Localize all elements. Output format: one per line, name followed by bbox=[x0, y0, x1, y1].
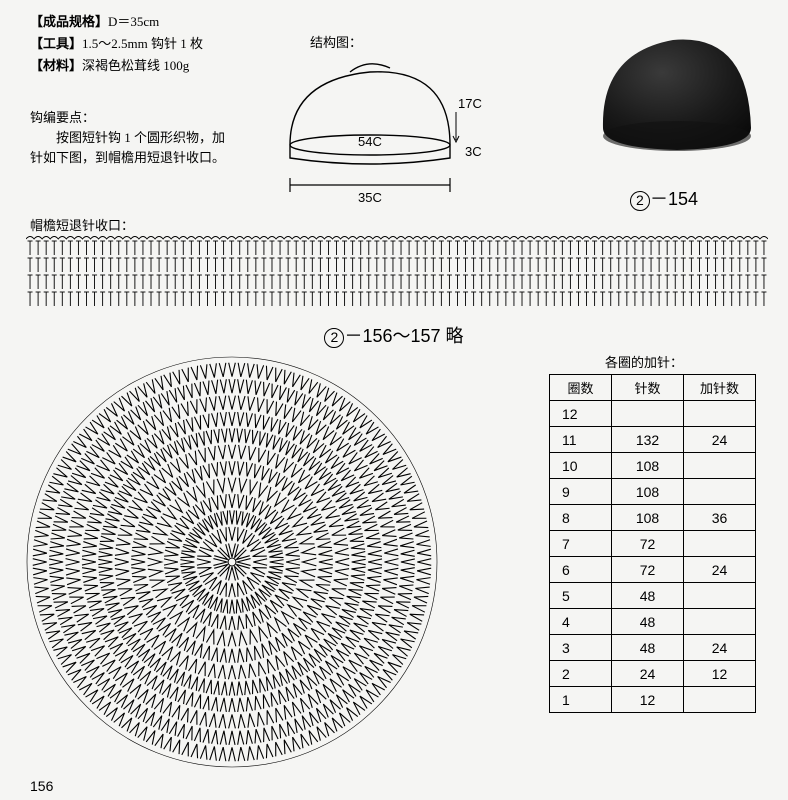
spec-tools: 【工具】1.5～2.5mm 钩针 1 枚 bbox=[30, 34, 203, 55]
increase-table: 圈数 针数 加针数 121113224101089108810836772672… bbox=[549, 374, 756, 713]
table-row: 810836 bbox=[550, 505, 756, 531]
cell-round: 11 bbox=[550, 427, 612, 453]
photo-ref-num: 2 bbox=[630, 191, 650, 211]
brim-stitch-chart bbox=[26, 233, 768, 311]
cell-increase: 24 bbox=[684, 635, 756, 661]
cell-increase bbox=[684, 609, 756, 635]
table-row: 112 bbox=[550, 687, 756, 713]
spec-material-value: 深褐色松茸线 100g bbox=[82, 58, 189, 73]
brim-chart-label: 帽檐短退针收口： bbox=[30, 215, 134, 234]
cell-stitches: 72 bbox=[612, 557, 684, 583]
photo-reference: 2－154 bbox=[630, 185, 698, 211]
cell-stitches: 108 bbox=[612, 479, 684, 505]
spec-size-label: 【成品规格】 bbox=[30, 14, 108, 29]
cell-stitches: 72 bbox=[612, 531, 684, 557]
cell-increase: 24 bbox=[684, 557, 756, 583]
hat-photo bbox=[593, 28, 758, 158]
spec-material-label: 【材料】 bbox=[30, 58, 82, 73]
cell-round: 5 bbox=[550, 583, 612, 609]
cell-increase bbox=[684, 479, 756, 505]
photo-ref-suffix: －154 bbox=[650, 189, 698, 209]
cell-round: 12 bbox=[550, 401, 612, 427]
cell-stitches: 24 bbox=[612, 661, 684, 687]
cell-stitches: 48 bbox=[612, 609, 684, 635]
spec-size-value: D＝35cm bbox=[108, 14, 159, 29]
table-row: 448 bbox=[550, 609, 756, 635]
cell-round: 6 bbox=[550, 557, 612, 583]
cell-stitches: 132 bbox=[612, 427, 684, 453]
cell-round: 10 bbox=[550, 453, 612, 479]
specifications: 【成品规格】D＝35cm 【工具】1.5～2.5mm 钩针 1 枚 【材料】深褐… bbox=[30, 12, 203, 77]
table-row: 772 bbox=[550, 531, 756, 557]
spec-material: 【材料】深褐色松茸线 100g bbox=[30, 56, 203, 77]
mid-title-suffix: －156～157 略 bbox=[344, 326, 463, 346]
table-header-row: 圈数 针数 加针数 bbox=[550, 375, 756, 401]
page-number: 156 bbox=[30, 778, 53, 794]
instructions-title: 钩编要点： bbox=[30, 108, 225, 128]
table-row: 548 bbox=[550, 583, 756, 609]
instructions: 钩编要点： 按图短针钩 1 个圆形织物，加针如下图，到帽檐用短退针收口。 bbox=[30, 108, 225, 168]
table-row: 34824 bbox=[550, 635, 756, 661]
cell-increase: 12 bbox=[684, 661, 756, 687]
table-row: 9108 bbox=[550, 479, 756, 505]
cell-stitches: 108 bbox=[612, 505, 684, 531]
cell-round: 9 bbox=[550, 479, 612, 505]
mid-title-num: 2 bbox=[324, 328, 344, 348]
structure-diagram: 17C 3C 54C 35C bbox=[250, 50, 510, 210]
cell-increase: 36 bbox=[684, 505, 756, 531]
spec-tools-label: 【工具】 bbox=[30, 36, 82, 51]
cell-increase bbox=[684, 453, 756, 479]
increase-table-label: 各圈的加针： bbox=[605, 352, 683, 371]
cell-stitches bbox=[612, 401, 684, 427]
header-increase: 加针数 bbox=[684, 375, 756, 401]
circumference-label: 54C bbox=[358, 134, 382, 149]
cell-round: 8 bbox=[550, 505, 612, 531]
cell-round: 4 bbox=[550, 609, 612, 635]
table-row: 10108 bbox=[550, 453, 756, 479]
cell-stitches: 108 bbox=[612, 453, 684, 479]
cell-round: 2 bbox=[550, 661, 612, 687]
spec-tools-value: 1.5～2.5mm 钩针 1 枚 bbox=[82, 36, 203, 51]
cell-stitches: 12 bbox=[612, 687, 684, 713]
cell-increase bbox=[684, 531, 756, 557]
cell-increase bbox=[684, 687, 756, 713]
cell-round: 1 bbox=[550, 687, 612, 713]
table-row: 12 bbox=[550, 401, 756, 427]
cell-round: 3 bbox=[550, 635, 612, 661]
height-label: 17C bbox=[458, 96, 482, 111]
header-stitches: 针数 bbox=[612, 375, 684, 401]
instructions-body: 按图短针钩 1 个圆形织物，加针如下图，到帽檐用短退针收口。 bbox=[30, 128, 225, 168]
header-round: 圈数 bbox=[550, 375, 612, 401]
structure-label: 结构图： bbox=[310, 32, 362, 51]
table-row: 67224 bbox=[550, 557, 756, 583]
cell-increase: 24 bbox=[684, 427, 756, 453]
cell-stitches: 48 bbox=[612, 635, 684, 661]
spec-size: 【成品规格】D＝35cm bbox=[30, 12, 203, 33]
cell-increase bbox=[684, 583, 756, 609]
table-row: 1113224 bbox=[550, 427, 756, 453]
table-row: 22412 bbox=[550, 661, 756, 687]
cell-stitches: 48 bbox=[612, 583, 684, 609]
width-label: 35C bbox=[358, 190, 382, 205]
omitted-pages-label: 2－156～157 略 bbox=[0, 322, 788, 348]
cell-round: 7 bbox=[550, 531, 612, 557]
circular-crochet-chart bbox=[22, 352, 442, 772]
cell-increase bbox=[684, 401, 756, 427]
brim-height-label: 3C bbox=[465, 144, 482, 159]
